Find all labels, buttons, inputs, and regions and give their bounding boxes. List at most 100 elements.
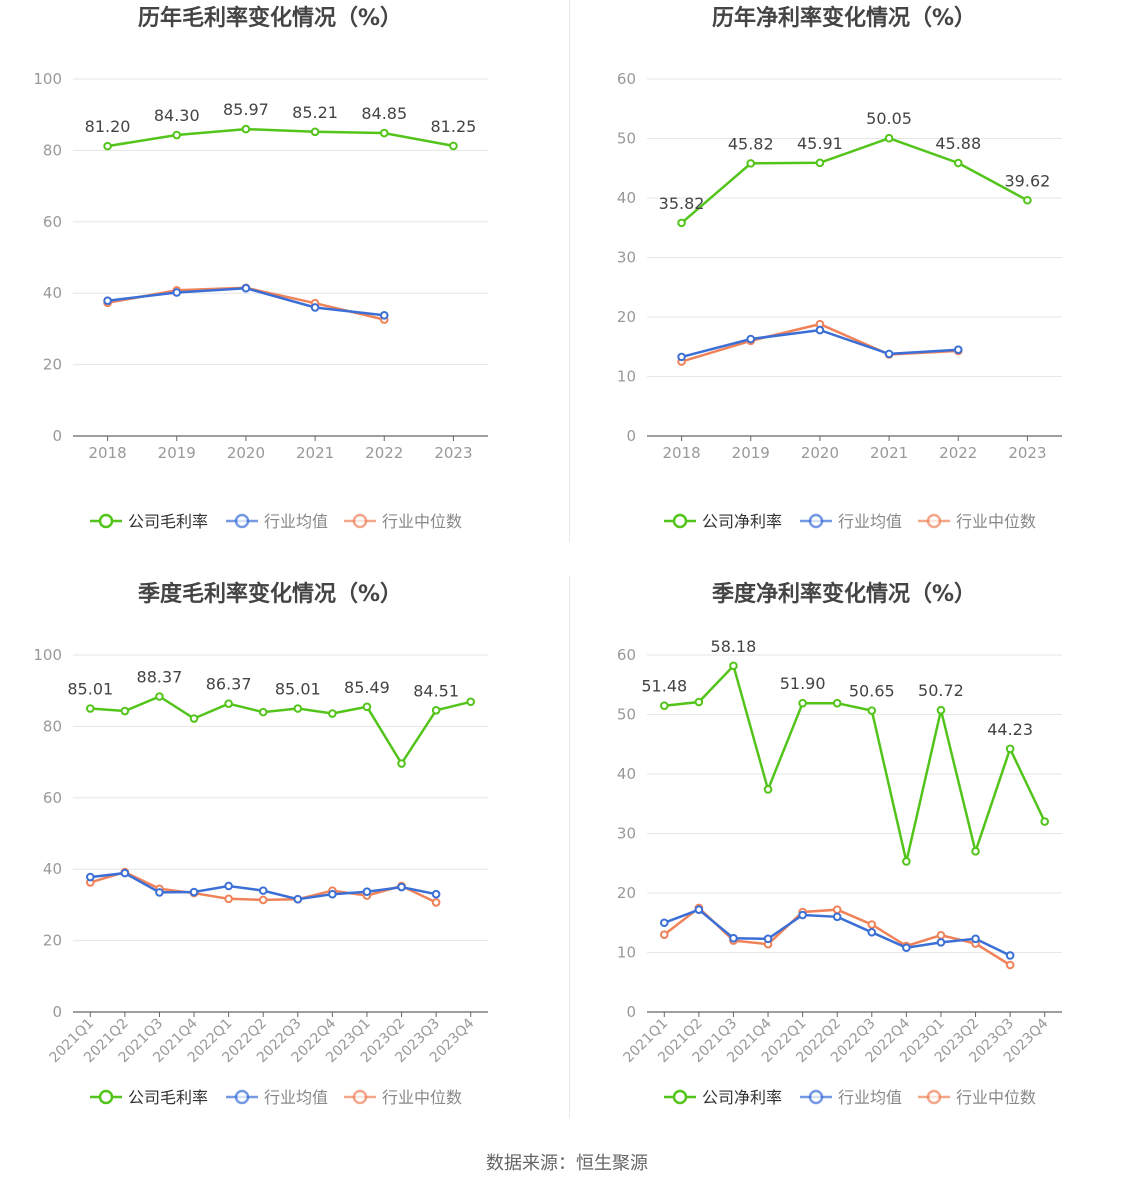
data-label: 88.37 <box>137 668 183 687</box>
data-point <box>224 699 233 708</box>
legend-label: 行业中位数 <box>382 1088 462 1107</box>
data-point <box>746 334 756 344</box>
data-point <box>867 927 877 937</box>
data-point <box>224 881 233 891</box>
data-label: 84.85 <box>361 104 407 123</box>
annual-gross-margin-chart: 历年毛利率变化情况（%） 0 20 40 60 80 100 2018 2019 2020 2021… <box>0 0 560 560</box>
data-point <box>172 288 182 297</box>
y-tick-label: 0 <box>52 1003 62 1021</box>
data-point <box>1005 744 1015 754</box>
data-label: 85.21 <box>292 103 338 122</box>
y-tick-label: 0 <box>626 427 636 445</box>
legend-item: 公司毛利率 <box>90 1088 208 1107</box>
series-line <box>664 663 1046 862</box>
data-label: 50.65 <box>849 682 895 701</box>
chart-title: 季度净利率变化情况（%） <box>712 581 976 607</box>
legend-label: 行业均值 <box>264 1088 328 1107</box>
legend-label: 公司净利率 <box>702 1088 782 1107</box>
data-point <box>172 130 182 140</box>
series-line <box>107 286 385 321</box>
data-point <box>659 918 669 928</box>
y-tick-label: 100 <box>33 70 62 88</box>
y-tick-label: 50 <box>617 130 636 148</box>
data-label: 51.90 <box>780 674 826 693</box>
y-tick-label: 20 <box>617 308 636 326</box>
x-tick-label: 2022 <box>365 444 403 462</box>
y-tick-label: 40 <box>617 189 636 207</box>
legend-marker-icon <box>926 1089 942 1105</box>
y-tick-label: 20 <box>617 884 636 902</box>
data-point <box>884 133 894 143</box>
legend-label: 行业中位数 <box>956 1088 1036 1107</box>
legend-label: 行业均值 <box>838 1088 902 1107</box>
legend-item: 行业中位数 <box>344 512 462 531</box>
data-point <box>241 283 251 293</box>
legend-item: 行业均值 <box>226 512 328 531</box>
data-label: 84.30 <box>154 106 200 125</box>
data-point <box>902 857 911 866</box>
legend-marker-icon <box>352 1089 368 1105</box>
x-tick-label: 2022 <box>939 444 977 462</box>
annual-net-margin-chart: 历年净利率变化情况（%） 0 10 20 30 40 50 60 2018 2019 2020 202… <box>574 0 1134 560</box>
legend-marker-icon <box>808 1089 824 1105</box>
data-point <box>694 905 704 914</box>
panel-divider-bottom <box>569 576 570 1118</box>
data-label: 81.25 <box>431 117 477 136</box>
legend-marker-icon <box>672 513 688 529</box>
chart-title: 历年净利率变化情况（%） <box>712 5 976 31</box>
data-point <box>659 701 669 710</box>
y-tick-label: 20 <box>43 356 62 374</box>
legend-item: 行业均值 <box>226 1088 328 1107</box>
data-label: 45.82 <box>728 134 774 153</box>
data-point <box>1023 195 1032 205</box>
legend-label: 行业均值 <box>838 512 902 531</box>
data-point <box>293 894 303 904</box>
data-point <box>659 930 669 939</box>
data-point <box>902 943 911 953</box>
data-point <box>258 707 268 717</box>
legend-label: 行业中位数 <box>956 512 1036 531</box>
legend-marker-icon <box>926 513 942 529</box>
y-tick-label: 100 <box>33 646 62 664</box>
y-tick-label: 60 <box>617 70 636 88</box>
legend-item: 行业中位数 <box>918 1088 1036 1107</box>
x-tick-label: 2023 <box>1008 444 1046 462</box>
legend-marker-icon <box>98 1089 114 1105</box>
data-label: 86.37 <box>206 675 252 694</box>
chart-title: 历年毛利率变化情况（%） <box>138 5 402 31</box>
x-tick-label: 2021 <box>870 444 908 462</box>
data-label: 85.49 <box>344 678 390 697</box>
data-label: 85.01 <box>275 680 321 699</box>
y-tick-label: 50 <box>617 706 636 724</box>
data-point <box>103 296 112 305</box>
quarterly-net-margin-chart: 季度净利率变化情况（%） 0 10 20 30 40 50 60 2021Q1 2021Q2 202… <box>574 576 1134 1136</box>
data-point <box>1040 817 1050 826</box>
y-tick-label: 0 <box>52 427 62 445</box>
data-point <box>397 882 406 892</box>
data-point <box>431 705 441 715</box>
legend-item: 行业均值 <box>800 512 902 531</box>
series-line <box>680 136 1028 224</box>
data-point <box>293 704 303 713</box>
data-label: 85.97 <box>223 100 269 119</box>
chart-title: 季度毛利率变化情况（%） <box>138 581 402 607</box>
y-tick-label: 20 <box>43 932 62 950</box>
data-point <box>832 912 842 922</box>
data-point <box>431 898 441 907</box>
quarterly-gross-margin-chart: 季度毛利率变化情况（%） 0 20 40 60 80 100 2021Q1 2021Q2 2021… <box>0 576 560 1136</box>
y-tick-label: 80 <box>43 141 62 159</box>
legend-item: 行业均值 <box>800 1088 902 1107</box>
y-tick-label: 10 <box>617 944 636 962</box>
data-point <box>155 692 164 701</box>
data-point <box>258 886 268 895</box>
data-point <box>466 697 476 707</box>
legend-item: 公司净利率 <box>664 512 782 531</box>
data-point <box>310 127 320 137</box>
data-point <box>798 910 807 920</box>
data-point <box>832 905 842 914</box>
data-point <box>763 785 773 794</box>
data-point <box>431 889 441 899</box>
data-point <box>729 661 738 671</box>
legend-marker-icon <box>234 1089 250 1105</box>
y-tick-label: 60 <box>617 646 636 664</box>
